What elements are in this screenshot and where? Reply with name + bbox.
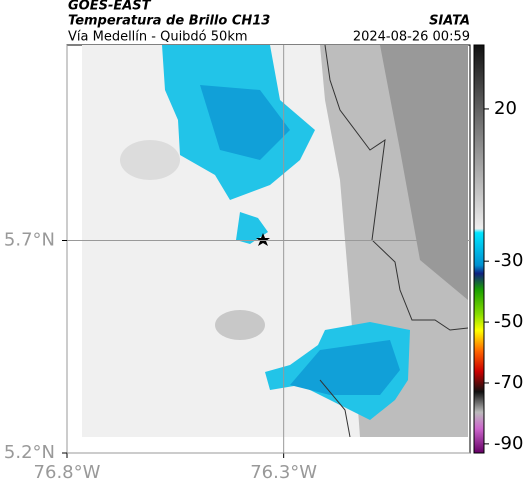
- colorbar-tick-label: -30: [494, 250, 523, 271]
- source: SIATA: [429, 14, 470, 29]
- location: Vía Medellín - Quibdó 50km: [68, 30, 248, 45]
- x-tick-label: 76.8°W: [34, 462, 101, 483]
- x-tick-label: 76.3°W: [250, 462, 317, 483]
- colorbar-tick-label: -90: [494, 433, 523, 454]
- subtitle: Temperatura de Brillo CH13: [68, 14, 270, 29]
- colorbar-tick-label: -70: [494, 372, 523, 393]
- y-tick-label: 5.7°N: [4, 230, 55, 251]
- colorbar-tick-label: -50: [494, 311, 523, 332]
- location-star: [256, 233, 270, 246]
- timestamp: 2024-08-26 00:59: [353, 30, 470, 45]
- map-image: [82, 45, 468, 437]
- y-tick-label: 5.2°N: [4, 442, 55, 463]
- colorbar: [473, 44, 485, 454]
- colorbar-tick-label: 20: [494, 98, 517, 119]
- title: GOES-EAST: [68, 0, 152, 14]
